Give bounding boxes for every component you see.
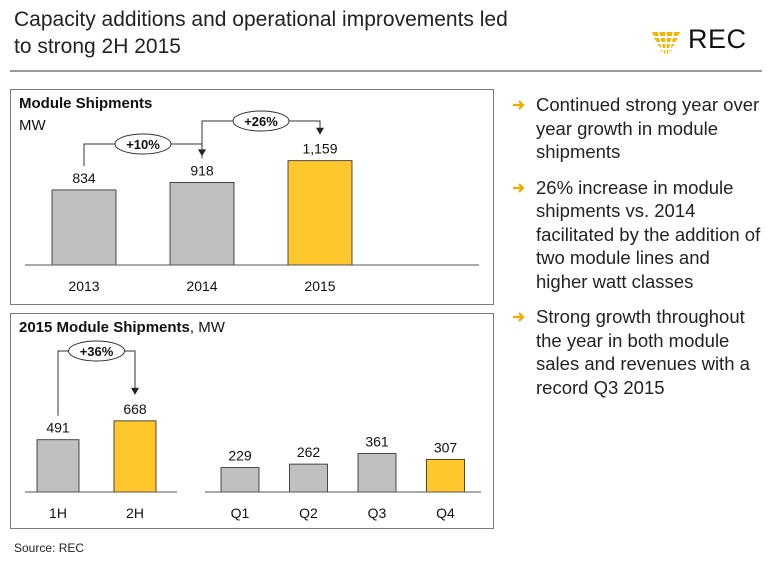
bar-q1 [220, 467, 260, 493]
growth-badge [114, 133, 172, 155]
growth-label: +26% [244, 114, 278, 129]
bullet-item: Continued strong year over year growth i… [512, 93, 762, 164]
module-shipments-panel: 834 2013 918 2014 1,159 2015 +10% +26% Module S… [10, 89, 494, 305]
source-note: Source: REC [14, 541, 85, 555]
tick-label: Q3 [368, 505, 387, 521]
bullet-text: 26% increase in module shipments vs. 201… [536, 176, 761, 292]
page-title: Capacity additions and operational impro… [14, 6, 624, 60]
growth-label: +36% [80, 344, 114, 359]
tick-label: Q1 [231, 505, 250, 521]
bullet-item: 26% increase in module shipments vs. 201… [512, 176, 762, 294]
bar-2013 [51, 189, 117, 266]
bullet-list: Continued strong year over year growth i… [512, 93, 762, 411]
arrowhead-icon [316, 127, 324, 135]
growth-label: +10% [126, 137, 160, 152]
data-label: 229 [228, 448, 252, 464]
data-label: 668 [123, 401, 147, 417]
tick-label: 2013 [68, 278, 99, 294]
growth-badge [68, 340, 125, 362]
data-label: 307 [434, 439, 458, 455]
growth-badge [232, 110, 290, 132]
bullet-item: Strong growth throughout the year in bot… [512, 305, 762, 399]
title-line-2: to strong 2H 2015 [14, 35, 181, 58]
title-line-1: Capacity additions and operational impro… [14, 8, 508, 31]
arrow-right-icon [513, 100, 525, 110]
chart-title: Module Shipments [19, 95, 153, 112]
rec-logo: REC [648, 20, 763, 60]
data-label: 262 [297, 444, 321, 460]
bullet-text: Continued strong year over year growth i… [536, 94, 760, 162]
data-label: 361 [365, 434, 389, 450]
header-divider [10, 70, 762, 72]
bar-1h [36, 439, 80, 493]
tick-label: 2015 [304, 278, 335, 294]
arrow-right-icon [513, 312, 525, 322]
shipments-2015-panel: 491 1H 668 2H 229 Q1 262 Q2 361 Q3 307 Q4 +36% 2015 … [10, 313, 494, 529]
arrow-right-icon [513, 182, 525, 193]
bar-2h [113, 420, 157, 493]
shipments-2015-chart: 491 1H 668 2H 229 Q1 262 Q2 361 Q3 307 Q4 +36% [25, 340, 481, 521]
data-label: 918 [190, 162, 214, 178]
chart-title-text: 2015 Module Shipments [19, 319, 190, 336]
chart-unit: MW [19, 117, 46, 134]
tick-label: Q2 [299, 505, 318, 521]
logo-text: REC [688, 24, 747, 54]
data-label: 1,159 [302, 141, 337, 157]
bar-q2 [289, 463, 328, 493]
data-label: 834 [72, 170, 96, 186]
module-shipments-chart: 834 2013 918 2014 1,159 2015 +10% +26% [25, 110, 479, 294]
sun-logo-icon [652, 29, 680, 57]
bar-2015 [287, 160, 353, 266]
bar-q4 [426, 458, 465, 493]
chart-unit-2015: , MW [189, 319, 225, 336]
tick-label: 2014 [186, 278, 217, 294]
tick-label: 1H [49, 505, 67, 521]
tick-label: Q4 [436, 505, 455, 521]
bar-q3 [357, 453, 397, 493]
data-label: 491 [46, 420, 70, 436]
tick-label: 2H [126, 505, 144, 521]
arrowhead-icon [131, 387, 139, 395]
bar-2014 [169, 181, 235, 266]
bullet-text: Strong growth throughout the year in bot… [536, 306, 750, 398]
chart-title-2015: 2015 Module Shipments, MW [19, 319, 225, 336]
